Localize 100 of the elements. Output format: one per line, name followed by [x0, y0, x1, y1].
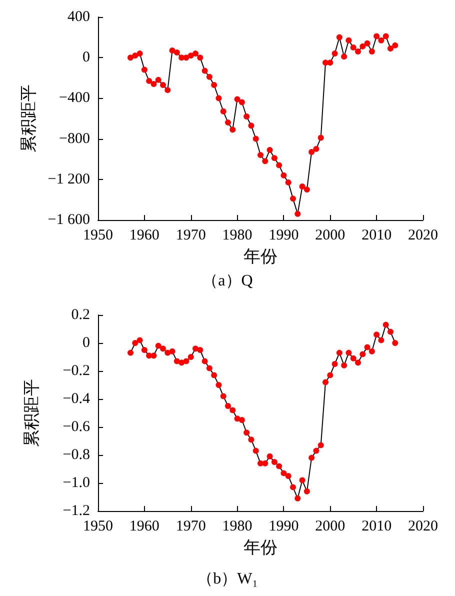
point [216, 382, 222, 388]
point [382, 322, 389, 328]
point [322, 379, 328, 386]
point [164, 87, 171, 94]
point [341, 54, 348, 60]
point [350, 355, 356, 362]
point [308, 454, 315, 461]
point [304, 488, 310, 494]
y-tick-label: 400 [68, 9, 90, 25]
point [299, 184, 306, 190]
point [225, 120, 231, 126]
y-tick-label: −1 600 [48, 212, 90, 228]
point [174, 50, 180, 56]
point [211, 82, 218, 88]
y-tick-label: 0 [82, 50, 90, 66]
x-tick-label: 2020 [408, 228, 438, 244]
point [244, 430, 250, 436]
point [308, 148, 315, 155]
point [388, 328, 394, 335]
point [238, 417, 245, 423]
point [290, 484, 296, 490]
point [332, 50, 338, 57]
point [220, 108, 226, 114]
point [378, 337, 384, 344]
point [360, 43, 366, 50]
point [150, 352, 157, 359]
y-axis-title: 累积距平 [22, 379, 41, 447]
y-tick-label: −0.4 [62, 391, 90, 407]
point [202, 68, 208, 74]
x-tick-label: 1960 [129, 228, 160, 244]
point [382, 33, 389, 40]
point [346, 37, 352, 44]
y-tick-label: −0.2 [62, 363, 90, 379]
point [355, 360, 361, 366]
x-tick-label: 2000 [315, 518, 346, 534]
point [141, 347, 148, 353]
point [188, 52, 194, 59]
point [211, 372, 218, 378]
x-tick-label: 1950 [83, 228, 113, 244]
x-tick-label: 1950 [83, 518, 113, 534]
point [313, 448, 320, 454]
x-tick-label: 2010 [362, 518, 392, 534]
x-tick-label: 1990 [268, 228, 299, 244]
point [336, 350, 342, 356]
point [206, 74, 212, 80]
point [271, 155, 278, 162]
y-tick-label: −0.6 [62, 419, 90, 435]
y-tick-label: −1 200 [48, 171, 90, 188]
point [238, 99, 245, 106]
point [248, 436, 254, 443]
point [234, 96, 240, 102]
point [392, 340, 398, 346]
x-tick-label: 1980 [222, 228, 252, 244]
point [341, 362, 348, 368]
text: （a）Q [202, 272, 254, 290]
point [136, 50, 143, 57]
x-tick-label: 2000 [315, 228, 346, 244]
point [266, 453, 273, 460]
point [327, 372, 334, 378]
y-tick-label: −400 [59, 90, 90, 106]
point [252, 136, 259, 142]
point [368, 348, 375, 354]
point [150, 80, 157, 87]
point [192, 50, 198, 57]
point [294, 495, 301, 502]
point [169, 47, 176, 54]
point [346, 350, 352, 356]
point [155, 342, 162, 349]
x-tick-label: 1980 [222, 518, 252, 534]
point [132, 52, 138, 59]
y-tick-label: 0 [82, 335, 90, 351]
point [374, 33, 380, 40]
point [276, 162, 282, 168]
x-tick-label: 2010 [362, 228, 392, 244]
y-tick-label: −800 [59, 130, 90, 147]
point [183, 358, 190, 364]
point [364, 40, 370, 46]
point [202, 358, 208, 364]
point [271, 459, 278, 465]
point [197, 54, 204, 61]
point [350, 44, 356, 50]
point [299, 477, 306, 484]
point [360, 351, 366, 358]
point [160, 82, 166, 88]
point [197, 347, 204, 353]
y-tick-label: −1.0 [62, 475, 90, 491]
point [136, 337, 143, 344]
text: （b）W₁ [197, 570, 258, 588]
x-tick-label: 2020 [408, 518, 438, 534]
point [206, 365, 212, 372]
y-tick-label: −0.8 [62, 447, 90, 463]
point [225, 403, 231, 409]
point [364, 344, 370, 350]
y-axis-title: 累积距平 [18, 84, 38, 152]
point [392, 42, 398, 48]
point [248, 122, 254, 129]
point [230, 407, 236, 414]
point [262, 158, 268, 164]
point [169, 348, 176, 354]
point [313, 146, 320, 152]
